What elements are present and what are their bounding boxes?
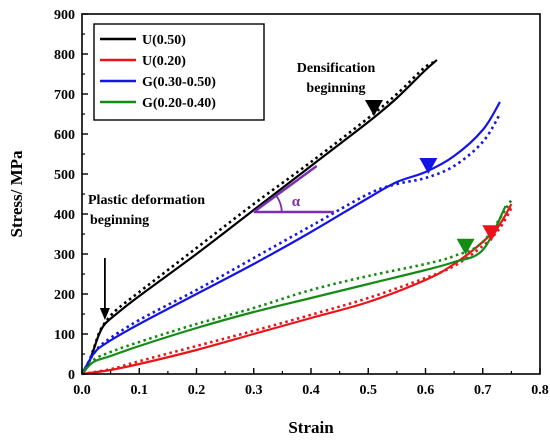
x-tick-label: 0.3 bbox=[245, 383, 263, 398]
series-0-solid-line bbox=[81, 59, 438, 375]
x-tick-label: 0.1 bbox=[131, 383, 149, 398]
plastic-arrow-head bbox=[99, 308, 110, 320]
legend-label-1: U(0.20) bbox=[142, 54, 186, 69]
slope-alpha-label: α bbox=[292, 194, 301, 210]
y-tick-label: 500 bbox=[54, 168, 75, 183]
series-3-solid-line bbox=[81, 205, 507, 375]
axes: 0.0 0.1 0.2 0.3 0.4 0.5 0.6 0.7 0.8 0 100 200 300 400… bbox=[54, 8, 549, 398]
series-2-dotted-line bbox=[80, 113, 502, 375]
x-axis-title: Strain bbox=[288, 418, 334, 437]
slope-arc bbox=[275, 194, 283, 213]
legend: U(0.50) U(0.20) G(0.30-0.50) G(0.20-0.40) bbox=[93, 23, 265, 121]
x-tick-label: 0.6 bbox=[417, 383, 435, 398]
series-3-dotted-line bbox=[80, 199, 513, 375]
densification-label-line-2: beginning bbox=[306, 81, 365, 96]
x-tick-label: 0.0 bbox=[73, 383, 91, 398]
y-tick-label: 300 bbox=[54, 248, 75, 263]
annotations: Densification beginning Plastic deformatio… bbox=[88, 61, 375, 320]
densification-marker-3 bbox=[482, 225, 501, 242]
series-2-solid-line bbox=[81, 101, 501, 375]
y-tick-label: 100 bbox=[54, 328, 75, 343]
series-1-solid-line bbox=[81, 203, 513, 376]
y-tick-label: 600 bbox=[54, 128, 75, 143]
plot-area: α bbox=[80, 59, 513, 376]
densification-label-line-1: Densification bbox=[297, 61, 376, 76]
y-tick-label: 700 bbox=[54, 88, 75, 103]
densification-marker-2 bbox=[456, 238, 475, 255]
densification-marker-1 bbox=[419, 158, 438, 174]
x-tick-label: 0.4 bbox=[302, 383, 320, 398]
y-tick-label: 0 bbox=[68, 368, 75, 383]
slope-angle-line bbox=[253, 164, 318, 214]
x-tick-label: 0.7 bbox=[474, 383, 492, 398]
legend-label-0: U(0.50) bbox=[142, 33, 186, 48]
x-tick-label: 0.5 bbox=[360, 383, 378, 398]
plastic-label-line-2: beginning bbox=[90, 213, 149, 228]
y-tick-label: 400 bbox=[54, 208, 75, 223]
x-tick-label: 0.2 bbox=[188, 383, 206, 398]
legend-label-3: G(0.20-0.40) bbox=[142, 96, 216, 111]
plastic-label-line-1: Plastic deformation bbox=[88, 193, 205, 208]
y-tick-label: 200 bbox=[54, 288, 75, 303]
legend-label-2: G(0.30-0.50) bbox=[142, 75, 216, 90]
x-tick-label: 0.8 bbox=[531, 383, 549, 398]
y-axis-title: Stress/ MPa bbox=[7, 150, 26, 238]
densification-marker-0 bbox=[364, 100, 383, 116]
y-tick-label: 900 bbox=[54, 8, 75, 23]
y-tick-label: 800 bbox=[54, 48, 75, 63]
series-1-dotted-line bbox=[81, 207, 513, 376]
